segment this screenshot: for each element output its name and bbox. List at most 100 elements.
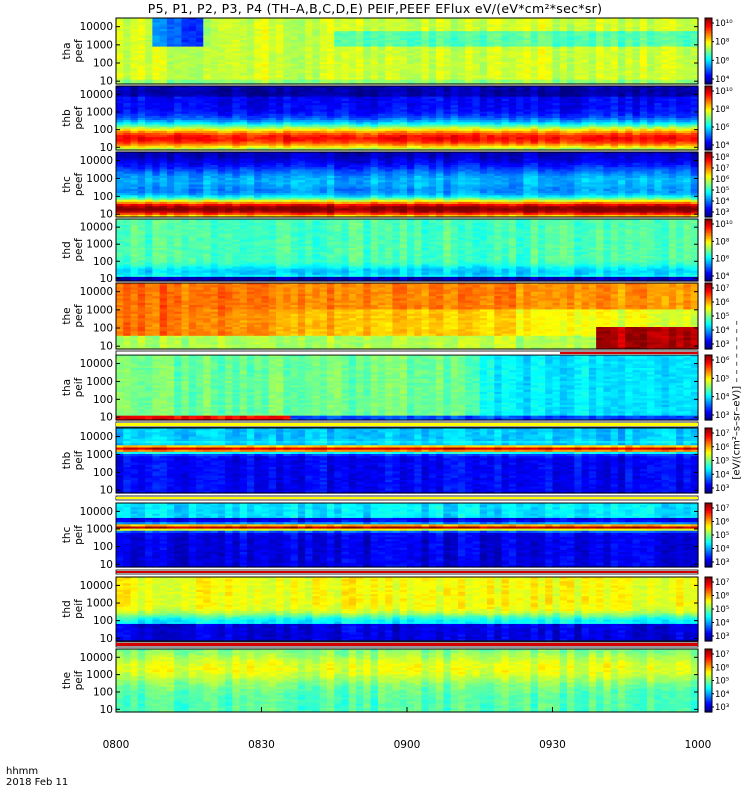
y-tick-label: 10000 bbox=[80, 155, 113, 167]
colorbar-tick-label: 10⁶ bbox=[715, 298, 730, 308]
panel-ylabel: thb bbox=[61, 109, 73, 127]
y-tick-label: 100 bbox=[93, 323, 113, 335]
colorbar-units-label: [eV/(cm²–s–sr–eV)] – – – – – – – – bbox=[732, 320, 743, 479]
colorbar-tick-label: 10³ bbox=[715, 703, 729, 713]
colorbar-tick-label: 10¹⁰ bbox=[715, 19, 733, 29]
separator-band bbox=[116, 570, 698, 574]
y-tick-label: 10000 bbox=[80, 358, 113, 370]
y-tick-label: 10000 bbox=[80, 580, 113, 592]
y-tick-label: 10000 bbox=[80, 286, 113, 298]
panel-tha-peif: 10000 1000 100 10 tha peif 10⁶ 10⁵ 10⁴ 10³ bbox=[61, 355, 730, 424]
y-tick-label: 100 bbox=[93, 615, 113, 627]
time-tick-label: 0900 bbox=[394, 739, 421, 751]
colorbar-tick-label: 10⁷ bbox=[715, 429, 730, 439]
panel-ylabel: peef bbox=[73, 173, 85, 197]
panel-ylabel: peif bbox=[73, 450, 85, 470]
colorbar-tick-label: 10¹⁰ bbox=[715, 220, 733, 230]
panel-ylabel: thc bbox=[61, 176, 73, 193]
colorbar-tick-label: 10⁵ bbox=[715, 312, 729, 322]
panel-ylabel: thd bbox=[61, 241, 73, 258]
y-tick-label: 100 bbox=[93, 394, 113, 406]
panel-ylabel: peef bbox=[73, 39, 85, 63]
spectrogram-cells bbox=[116, 649, 699, 713]
colorbar-tick-label: 10⁶ bbox=[715, 592, 730, 602]
y-tick-label: 10 bbox=[100, 273, 113, 285]
colorbar-tick-label: 10⁶ bbox=[715, 123, 730, 133]
spectrogram-cells bbox=[116, 152, 699, 218]
panel-ylabel: peif bbox=[73, 525, 85, 545]
colorbar-tick-label: 10⁸ bbox=[715, 38, 730, 48]
y-tick-label: 1000 bbox=[86, 304, 113, 316]
spectrogram-cells bbox=[116, 283, 699, 350]
y-tick-label: 100 bbox=[93, 467, 113, 479]
colorbar-tick-label: 10⁶ bbox=[715, 255, 730, 265]
panel-ylabel: tha bbox=[61, 42, 73, 59]
y-tick-label: 100 bbox=[93, 686, 113, 698]
colorbar-tick-label: 10⁶ bbox=[715, 663, 730, 673]
y-tick-label: 1000 bbox=[86, 107, 113, 119]
colorbar-tick-label: 10⁴ bbox=[715, 393, 730, 403]
y-tick-label: 1000 bbox=[86, 239, 113, 251]
colorbar-tick-label: 10⁸ bbox=[715, 153, 730, 163]
colorbar-tick-label: 10⁷ bbox=[715, 164, 730, 174]
panel-ylabel: thc bbox=[61, 527, 73, 544]
separator-band bbox=[116, 642, 698, 647]
y-tick-label: 1000 bbox=[86, 376, 113, 388]
spectrogram-cells bbox=[116, 219, 699, 282]
y-tick-label: 1000 bbox=[86, 173, 113, 185]
separator-band bbox=[116, 422, 698, 427]
colorbar-tick-label: 10³ bbox=[715, 208, 729, 218]
y-tick-label: 10000 bbox=[80, 652, 113, 664]
y-tick-label: 10 bbox=[100, 559, 113, 571]
time-tick-label: 0830 bbox=[248, 739, 275, 751]
y-tick-label: 100 bbox=[93, 256, 113, 268]
colorbar-tick-label: 10⁷ bbox=[715, 504, 730, 514]
time-axis-label: hhmm bbox=[6, 766, 38, 777]
panel-ylabel: the bbox=[61, 307, 73, 324]
y-tick-label: 10000 bbox=[80, 21, 113, 33]
spectrogram-cells bbox=[116, 86, 699, 151]
colorbar-tick-label: 10⁶ bbox=[715, 175, 730, 185]
colorbar-tick-label: 10⁵ bbox=[715, 531, 729, 541]
spectrogram-cells bbox=[116, 577, 699, 642]
time-axis-date: 2018 Feb 11 bbox=[6, 777, 68, 788]
y-tick-label: 1000 bbox=[86, 669, 113, 681]
panel-ylabel: peif bbox=[73, 377, 85, 397]
panel-ylabel: tha bbox=[61, 379, 73, 396]
y-tick-label: 1000 bbox=[86, 449, 113, 461]
colorbar-tick-label: 10⁴ bbox=[715, 75, 730, 85]
panel-ylabel: peef bbox=[73, 304, 85, 328]
separator-band bbox=[116, 496, 698, 500]
colorbar-tick-label: 10⁶ bbox=[715, 356, 730, 366]
colorbar-tick-label: 10⁵ bbox=[715, 374, 729, 384]
y-tick-label: 10 bbox=[100, 704, 113, 716]
y-tick-label: 1000 bbox=[86, 39, 113, 51]
spectrogram-cells bbox=[116, 18, 699, 85]
colorbar-tick-label: 10⁵ bbox=[715, 677, 729, 687]
colorbar-tick-label: 10³ bbox=[715, 411, 729, 421]
y-tick-label: 1000 bbox=[86, 598, 113, 610]
colorbar-tick-label: 10⁴ bbox=[715, 619, 730, 629]
panel-ylabel: thb bbox=[61, 451, 73, 469]
separator-band bbox=[116, 351, 698, 355]
spectrogram-cells bbox=[116, 428, 699, 494]
panel-ylabel: peif bbox=[73, 670, 85, 690]
panel-ylabel: peif bbox=[73, 599, 85, 619]
y-tick-label: 10000 bbox=[80, 222, 113, 234]
y-tick-label: 10 bbox=[100, 412, 113, 424]
y-tick-label: 10 bbox=[100, 485, 113, 497]
time-tick-label: 1000 bbox=[685, 739, 712, 751]
colorbar-tick-label: 10⁴ bbox=[715, 690, 730, 700]
spectrogram-cells bbox=[116, 355, 699, 421]
y-tick-label: 100 bbox=[93, 124, 113, 136]
colorbar-tick-label: 10⁵ bbox=[715, 186, 729, 196]
